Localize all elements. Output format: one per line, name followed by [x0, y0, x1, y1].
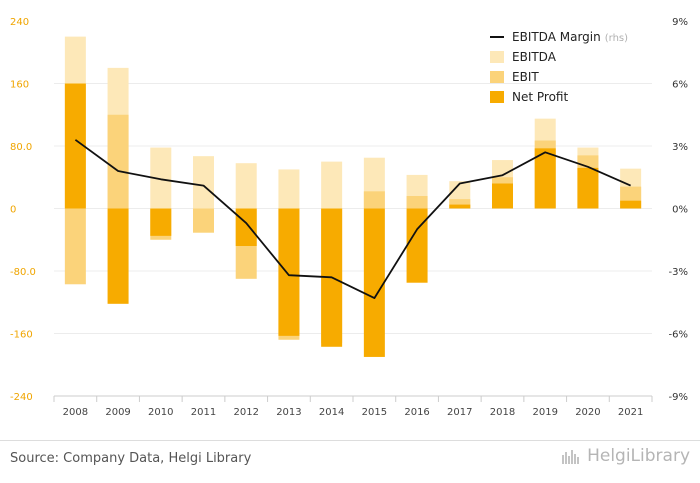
legend-swatch — [490, 51, 504, 63]
bar-net-profit — [64, 83, 86, 209]
line-ebitda-margin — [74, 139, 631, 300]
chart: 240 9% 160 6% 80.0 3% 0 0% -80.0 -3% -160 -6% -240 -9… — [10, 17, 688, 418]
legend-label: EBITDA — [512, 50, 557, 64]
bar-net-profit — [620, 200, 642, 209]
legend-label: EBIT — [512, 70, 539, 84]
x-tick-label: 2013 — [276, 407, 301, 418]
y-right-tick-label: -3% — [669, 267, 688, 278]
brand-name: HelgiLibrary — [587, 446, 690, 466]
x-tick-label: 2009 — [105, 407, 130, 418]
y-right-tick-label: 9% — [672, 17, 688, 28]
bar-net-profit — [577, 167, 599, 209]
bar-net-profit — [406, 208, 428, 283]
x-tick-label: 2017 — [447, 407, 472, 418]
y-left-tick-label: -160 — [10, 330, 33, 341]
bar-ebitda — [150, 147, 172, 209]
y-left-tick-label: -80.0 — [10, 267, 36, 278]
bar-ebit — [449, 199, 471, 209]
library-icon — [562, 450, 580, 464]
y-left-tick-label: 0 — [10, 205, 16, 216]
bar-ebitda — [235, 163, 257, 209]
bar-net-profit — [107, 208, 129, 304]
legend-swatch — [490, 91, 504, 103]
legend-swatch — [490, 71, 504, 83]
y-left-tick-label: 160 — [10, 80, 29, 91]
bar-net-profit — [534, 148, 556, 209]
y-right-tick-label: 6% — [672, 80, 688, 91]
source-note: Source: Company Data, Helgi Library — [10, 451, 252, 466]
x-tick-label: 2016 — [404, 407, 429, 418]
bar-net-profit — [278, 208, 300, 336]
bar-net-profit — [235, 208, 257, 246]
x-tick-label: 2020 — [575, 407, 600, 418]
bar-net-profit — [363, 208, 385, 357]
x-tick-label: 2018 — [490, 407, 515, 418]
bar-ebitda — [278, 169, 300, 209]
y-right-tick-label: 3% — [672, 142, 688, 153]
bar-ebit — [406, 196, 428, 209]
y-right-tick-label: 0% — [672, 205, 688, 216]
y-left-tick-label: 80.0 — [10, 142, 32, 153]
x-tick-label: 2012 — [233, 407, 258, 418]
legend-suffix: (rhs) — [605, 33, 628, 44]
bar-ebit — [64, 208, 86, 285]
x-tick-label: 2015 — [362, 407, 387, 418]
x-tick-label: 2021 — [618, 407, 643, 418]
bar-net-profit — [492, 183, 513, 209]
bar-ebitda — [193, 156, 214, 209]
bar-ebit — [193, 208, 214, 233]
bar-ebitda — [321, 161, 343, 209]
x-tick-label: 2011 — [191, 407, 216, 418]
brand-logo[interactable]: HelgiLibrary — [561, 446, 690, 466]
footer-divider — [0, 440, 700, 441]
legend-label: EBITDA Margin (rhs) — [512, 30, 628, 44]
y-right-tick-label: -9% — [669, 392, 688, 403]
x-tick-label: 2019 — [532, 407, 557, 418]
legend-label: Net Profit — [512, 90, 568, 104]
bar-net-profit — [449, 204, 471, 209]
x-tick-label: 2008 — [63, 407, 88, 418]
y-left-tick-label: -240 — [10, 392, 33, 403]
x-tick-label: 2010 — [148, 407, 173, 418]
bar-ebit — [107, 114, 129, 209]
y-left-tick-label: 240 — [10, 17, 29, 28]
bar-ebit — [363, 191, 385, 209]
y-right-tick-label: -6% — [669, 330, 688, 341]
bar-net-profit — [150, 208, 172, 236]
x-tick-label: 2014 — [319, 407, 344, 418]
